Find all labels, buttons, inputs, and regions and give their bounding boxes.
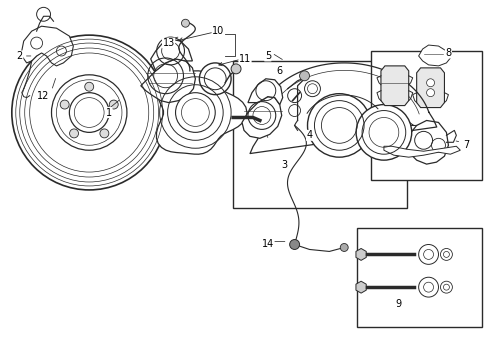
Circle shape [70,93,109,132]
Text: 1: 1 [106,108,112,117]
Text: 11: 11 [239,54,251,64]
Polygon shape [416,68,444,108]
Polygon shape [151,39,193,71]
Text: 7: 7 [463,140,469,150]
Polygon shape [141,59,196,103]
Circle shape [441,248,452,260]
Bar [357,228,482,327]
Circle shape [109,100,118,109]
Polygon shape [356,281,366,293]
Polygon shape [248,79,283,105]
Text: 8: 8 [445,48,451,58]
Circle shape [441,281,452,293]
Bar [233,61,407,208]
Circle shape [231,64,241,74]
Circle shape [70,129,78,138]
Text: 3: 3 [282,160,288,170]
Circle shape [340,243,348,251]
Circle shape [51,75,127,150]
Text: 2: 2 [17,51,23,61]
Circle shape [199,63,231,95]
Circle shape [418,244,439,264]
Text: 6: 6 [277,66,283,76]
Circle shape [299,71,310,81]
Polygon shape [381,66,409,105]
Text: 14: 14 [262,239,274,249]
Circle shape [418,277,439,297]
Polygon shape [404,121,448,164]
Circle shape [290,239,299,249]
Text: 9: 9 [396,299,402,309]
Circle shape [427,79,435,87]
Text: 10: 10 [212,26,224,36]
Circle shape [175,93,215,132]
Polygon shape [418,45,450,66]
Polygon shape [22,26,74,66]
Polygon shape [356,248,366,260]
Circle shape [427,89,435,96]
Circle shape [85,82,94,91]
Bar [371,51,482,180]
Circle shape [100,129,109,138]
Polygon shape [156,71,247,154]
Circle shape [60,100,69,109]
Polygon shape [242,96,282,138]
Text: 13: 13 [163,38,175,48]
Circle shape [12,35,167,190]
Circle shape [181,19,190,27]
Circle shape [308,94,371,157]
Text: 5: 5 [265,51,271,61]
Polygon shape [384,146,460,157]
Text: 4: 4 [306,130,313,140]
Text: 12: 12 [37,91,50,101]
Circle shape [305,81,320,96]
Circle shape [356,105,412,160]
